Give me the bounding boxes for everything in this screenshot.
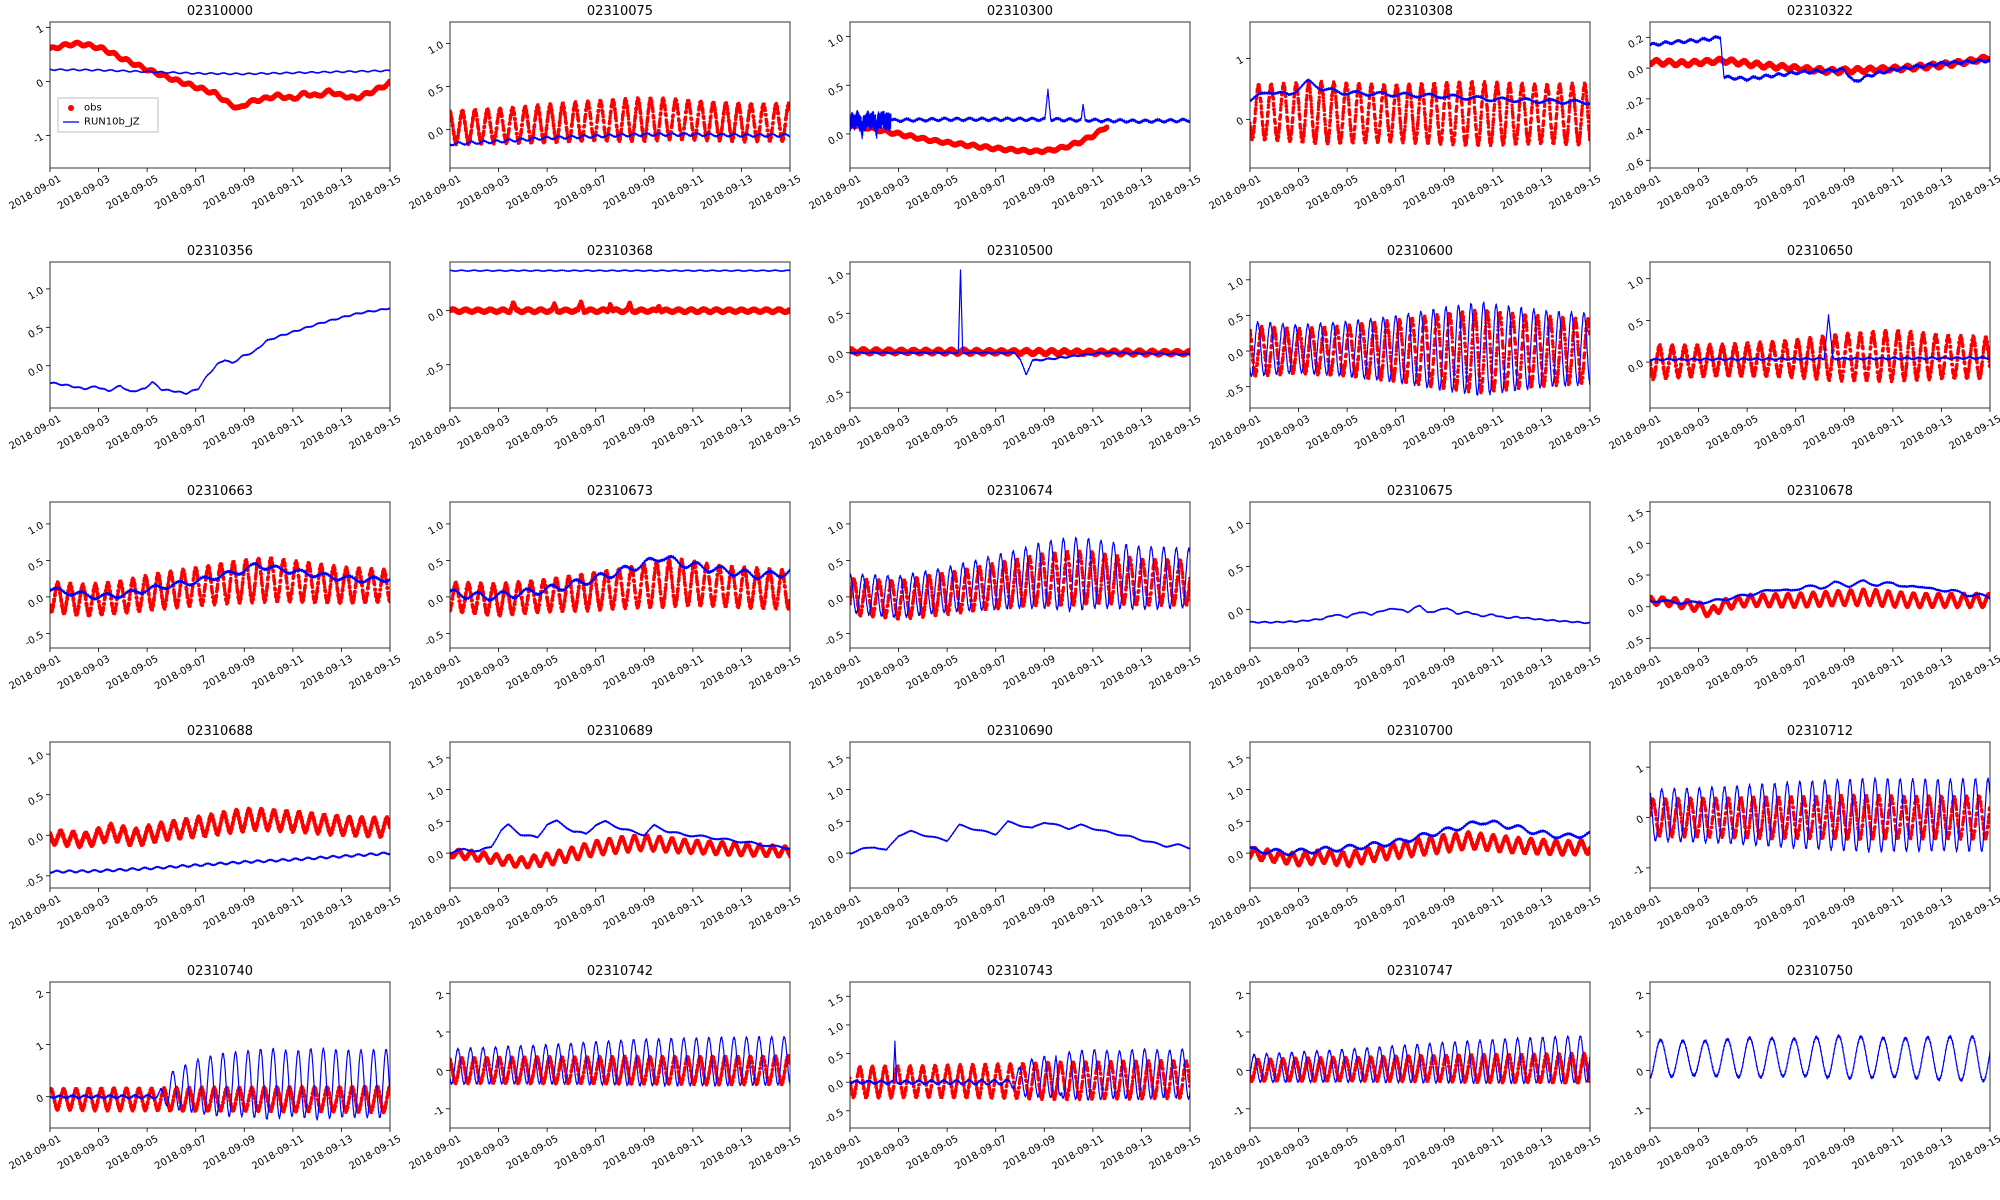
subplot-canvas-02310075 (400, 0, 800, 240)
subplot-canvas-02310673 (400, 480, 800, 720)
subplot: 02310308 (1200, 0, 1600, 240)
subplot-title: 02310750 (1786, 964, 1854, 979)
subplot: 02310678 (1600, 480, 2000, 720)
subplot-canvas-02310690 (800, 720, 1200, 960)
subplot-canvas-02310000 (0, 0, 400, 240)
subplot: 02310750 (1600, 960, 2000, 1200)
subplot: 02310673 (400, 480, 800, 720)
subplot-canvas-02310500 (800, 240, 1200, 480)
subplot-canvas-02310689 (400, 720, 800, 960)
subplot: 02310742 (400, 960, 800, 1200)
subplot-canvas-02310740 (0, 960, 400, 1200)
subplot-canvas-02310678 (1600, 480, 2000, 720)
subplot-title: 02310673 (586, 484, 654, 499)
subplot-title: 02310689 (586, 724, 654, 739)
subplot: 02310300 (800, 0, 1200, 240)
subplot-title: 02310322 (1786, 4, 1854, 19)
subplot-canvas-02310747 (1200, 960, 1600, 1200)
subplot-canvas-02310300 (800, 0, 1200, 240)
subplot-canvas-02310750 (1600, 960, 2000, 1200)
subplot-title: 02310740 (186, 964, 254, 979)
subplot-canvas-02310308 (1200, 0, 1600, 240)
subplot: 02310075 (400, 0, 800, 240)
subplot-canvas-02310742 (400, 960, 800, 1200)
subplot-title: 02310300 (986, 4, 1054, 19)
subplot: 02310368 (400, 240, 800, 480)
subplot: 02310747 (1200, 960, 1600, 1200)
subplot: 02310650 (1600, 240, 2000, 480)
subplot: 02310600 (1200, 240, 1600, 480)
subplot-title: 02310000 (186, 4, 254, 19)
subplot: 02310500 (800, 240, 1200, 480)
subplot-title: 02310688 (186, 724, 254, 739)
subplot: 02310675 (1200, 480, 1600, 720)
subplot-title: 02310600 (1386, 244, 1454, 259)
subplot-canvas-02310663 (0, 480, 400, 720)
subplot: 02310700 (1200, 720, 1600, 960)
subplot-canvas-02310600 (1200, 240, 1600, 480)
subplot-title: 02310678 (1786, 484, 1854, 499)
subplot-canvas-02310674 (800, 480, 1200, 720)
subplot-canvas-02310688 (0, 720, 400, 960)
subplot-title: 02310675 (1386, 484, 1454, 499)
subplot-title: 02310650 (1786, 244, 1854, 259)
subplot-canvas-02310650 (1600, 240, 2000, 480)
subplot: 02310322 (1600, 0, 2000, 240)
subplot-title: 02310663 (186, 484, 254, 499)
subplot: 02310674 (800, 480, 1200, 720)
subplot-title: 02310712 (1786, 724, 1854, 739)
subplot: 02310712 (1600, 720, 2000, 960)
subplot-canvas-02310743 (800, 960, 1200, 1200)
subplot-canvas-02310700 (1200, 720, 1600, 960)
subplot-title: 02310690 (986, 724, 1054, 739)
subplot: 02310743 (800, 960, 1200, 1200)
subplot: 02310688 (0, 720, 400, 960)
subplot-title: 02310308 (1386, 4, 1454, 19)
subplot-title: 02310742 (586, 964, 654, 979)
subplot: 02310000 (0, 0, 400, 240)
subplot-title: 02310500 (986, 244, 1054, 259)
subplot-canvas-02310322 (1600, 0, 2000, 240)
subplot-title: 02310674 (986, 484, 1054, 499)
subplot: 02310356 (0, 240, 400, 480)
subplot-canvas-02310712 (1600, 720, 2000, 960)
subplot-title: 02310368 (586, 244, 654, 259)
subplot: 02310689 (400, 720, 800, 960)
subplot-title: 02310747 (1386, 964, 1454, 979)
subplot-canvas-02310368 (400, 240, 800, 480)
subplot-title: 02310356 (186, 244, 254, 259)
subplot-title: 02310743 (986, 964, 1054, 979)
subplot-canvas-02310675 (1200, 480, 1600, 720)
subplot: 02310740 (0, 960, 400, 1200)
subplot-title: 02310700 (1386, 724, 1454, 739)
subplot: 02310690 (800, 720, 1200, 960)
subplot: 02310663 (0, 480, 400, 720)
subplot-title: 02310075 (586, 4, 654, 19)
subplot-canvas-02310356 (0, 240, 400, 480)
